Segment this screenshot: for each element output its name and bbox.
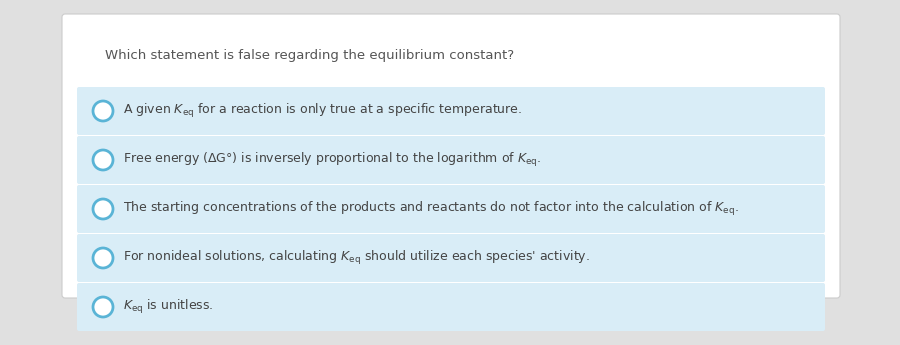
FancyBboxPatch shape (62, 14, 840, 298)
FancyBboxPatch shape (77, 87, 825, 135)
Text: For nonideal solutions, calculating $\mathit{K}_{\mathrm{eq}}$ should utilize ea: For nonideal solutions, calculating $\ma… (123, 249, 590, 267)
Text: $\mathit{K}_{\mathrm{eq}}$ is unitless.: $\mathit{K}_{\mathrm{eq}}$ is unitless. (123, 298, 213, 316)
FancyBboxPatch shape (77, 185, 825, 233)
FancyBboxPatch shape (77, 136, 825, 184)
Circle shape (93, 199, 113, 219)
Circle shape (93, 150, 113, 170)
Circle shape (93, 101, 113, 121)
FancyBboxPatch shape (77, 234, 825, 282)
Circle shape (93, 297, 113, 317)
Text: Free energy (ΔG°) is inversely proportional to the logarithm of $\mathit{K}_{\ma: Free energy (ΔG°) is inversely proportio… (123, 151, 541, 169)
Text: The starting concentrations of the products and reactants do not factor into the: The starting concentrations of the produ… (123, 200, 739, 218)
Text: Which statement is false regarding the equilibrium constant?: Which statement is false regarding the e… (105, 49, 514, 62)
FancyBboxPatch shape (77, 283, 825, 331)
Circle shape (93, 248, 113, 268)
Text: A given $\mathit{K}_{\mathrm{eq}}$ for a reaction is only true at a specific tem: A given $\mathit{K}_{\mathrm{eq}}$ for a… (123, 102, 522, 120)
